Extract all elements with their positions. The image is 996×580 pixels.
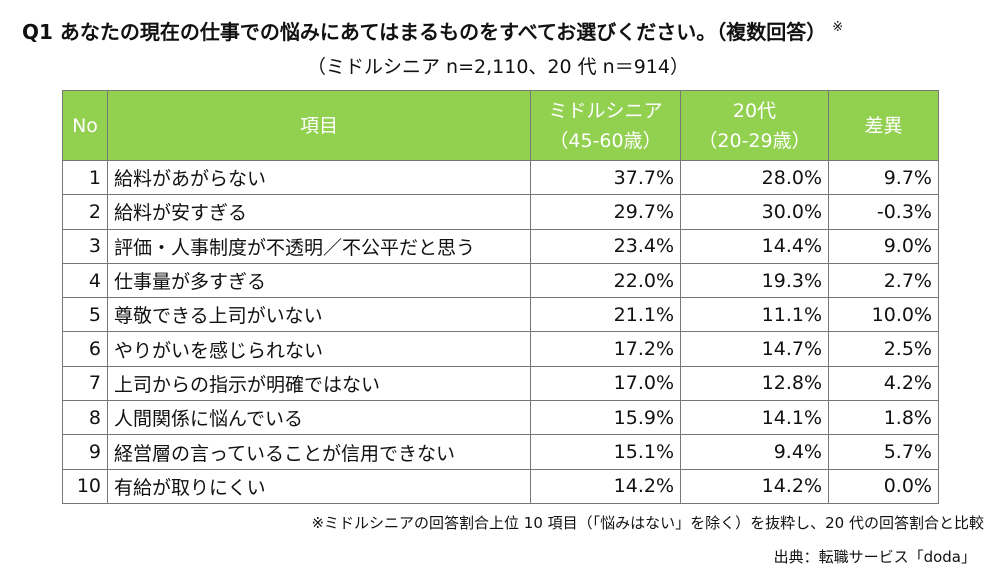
note: ※ミドルシニアの回答割合上位 10 項目（「悩みはない」を除く）を抜粋し、20 …	[311, 514, 984, 532]
table: No 項目 ミドルシニア （45-60歳） 20代 （20-29歳） 差異 1 給料があがらな…	[62, 90, 939, 504]
table-cell: やりがいを感じられない	[107, 331, 531, 367]
table-cell: 12.8%	[680, 365, 829, 402]
table-cell: 28.0%	[680, 159, 829, 196]
table-cell: 6	[62, 331, 108, 367]
table-cell: 30.0%	[680, 194, 829, 230]
table-cell: 2.5%	[828, 331, 939, 367]
table-cell: 14.2%	[530, 468, 681, 504]
table-cell: 4	[62, 262, 108, 299]
table-row: 10 有給が取りにくい 14.2% 14.2% 0.0%	[62, 468, 939, 504]
table-cell: 9	[62, 434, 108, 470]
table-cell: 29.7%	[530, 194, 681, 230]
table-row: 4 仕事量が多すぎる 22.0% 19.3% 2.7%	[62, 262, 939, 299]
table-cell: 10.0%	[828, 297, 939, 333]
header-line: （45-60歳）	[549, 129, 662, 152]
table-cell: 22.0%	[530, 262, 681, 299]
table-cell: 21.1%	[530, 297, 681, 333]
header-line: 20代	[732, 99, 777, 122]
header-row: No 項目 ミドルシニア （45-60歳） 20代 （20-29歳） 差異	[62, 90, 939, 161]
table-cell: 有給が取りにくい	[107, 468, 531, 504]
table-cell: 給料が安すぎる	[107, 194, 531, 230]
table-cell: 5.7%	[828, 434, 939, 470]
table-cell: 9.4%	[680, 434, 829, 470]
table-row: 1 給料があがらない 37.7% 28.0% 9.7%	[62, 159, 939, 196]
table-row: 9 経営層の言っていることが信用できない 15.1% 9.4% 5.7%	[62, 434, 939, 470]
title-mark: ※	[832, 20, 844, 36]
table-cell: 17.2%	[530, 331, 681, 367]
table-cell: 14.4%	[680, 228, 829, 264]
table-cell: 5	[62, 297, 108, 333]
header-line: No	[72, 114, 98, 137]
table-cell: 14.2%	[680, 468, 829, 504]
table-row: 6 やりがいを感じられない 17.2% 14.7% 2.5%	[62, 331, 939, 367]
table-cell: 11.1%	[680, 297, 829, 333]
table-cell: 14.7%	[680, 331, 829, 367]
table-cell: 3	[62, 228, 108, 264]
table-row: 5 尊敬できる上司がいない 21.1% 11.1% 10.0%	[62, 297, 939, 333]
title-text: Q1 あなたの現在の仕事での悩みにあてはまるものをすべてお選びください。（複数回…	[22, 20, 827, 44]
subtitle: （ミドルシニア n=2,110、20 代 n＝914）	[307, 56, 689, 78]
header-cell: 項目	[107, 90, 531, 161]
table-cell: 19.3%	[680, 262, 829, 299]
table-cell: 人間関係に悩んでいる	[107, 400, 531, 436]
header-line: ミドルシニア	[548, 99, 663, 122]
header-cell: ミドルシニア （45-60歳）	[530, 90, 681, 161]
table-cell: 経営層の言っていることが信用できない	[107, 434, 531, 470]
title: Q1 あなたの現在の仕事での悩みにあてはまるものをすべてお選びください。（複数回…	[22, 16, 843, 45]
table-cell: 9.7%	[828, 159, 939, 196]
table-cell: 仕事量が多すぎる	[107, 262, 531, 299]
source: 出典：転職サービス「doda」	[773, 548, 976, 566]
table-cell: 0.0%	[828, 468, 939, 504]
table-cell: 4.2%	[828, 365, 939, 402]
table-cell: 9.0%	[828, 228, 939, 264]
table-row: 7 上司からの指示が明確ではない 17.0% 12.8% 4.2%	[62, 365, 939, 402]
header-line: 項目	[299, 114, 338, 137]
table-body: 1 給料があがらない 37.7% 28.0% 9.7% 2 給料が安すぎる 29.7% 30.0…	[62, 159, 939, 504]
header-line: 差異	[864, 114, 903, 137]
table-row: 3 評価・人事制度が不透明／不公平だと思う 23.4% 14.4% 9.0%	[62, 228, 939, 264]
table-row: 2 給料が安すぎる 29.7% 30.0% -0.3%	[62, 194, 939, 230]
table-cell: -0.3%	[828, 194, 939, 230]
header-cell: No	[62, 90, 108, 161]
table-cell: 尊敬できる上司がいない	[107, 297, 531, 333]
header-line: （20-29歳）	[698, 129, 811, 152]
table-row: 8 人間関係に悩んでいる 15.9% 14.1% 1.8%	[62, 400, 939, 436]
table-cell: 15.1%	[530, 434, 681, 470]
table-cell: 2	[62, 194, 108, 230]
table-cell: 評価・人事制度が不透明／不公平だと思う	[107, 228, 531, 264]
table-cell: 23.4%	[530, 228, 681, 264]
table-cell: 上司からの指示が明確ではない	[107, 365, 531, 402]
table-cell: 1	[62, 159, 108, 196]
table-cell: 10	[62, 468, 108, 504]
table-cell: 15.9%	[530, 400, 681, 436]
table-cell: 37.7%	[530, 159, 681, 196]
header-cell: 20代 （20-29歳）	[680, 90, 829, 161]
table-cell: 14.1%	[680, 400, 829, 436]
table-cell: 17.0%	[530, 365, 681, 402]
table-cell: 7	[62, 365, 108, 402]
table-cell: 給料があがらない	[107, 159, 531, 196]
table-cell: 8	[62, 400, 108, 436]
table-cell: 1.8%	[828, 400, 939, 436]
header-cell: 差異	[828, 90, 939, 161]
table-cell: 2.7%	[828, 262, 939, 299]
